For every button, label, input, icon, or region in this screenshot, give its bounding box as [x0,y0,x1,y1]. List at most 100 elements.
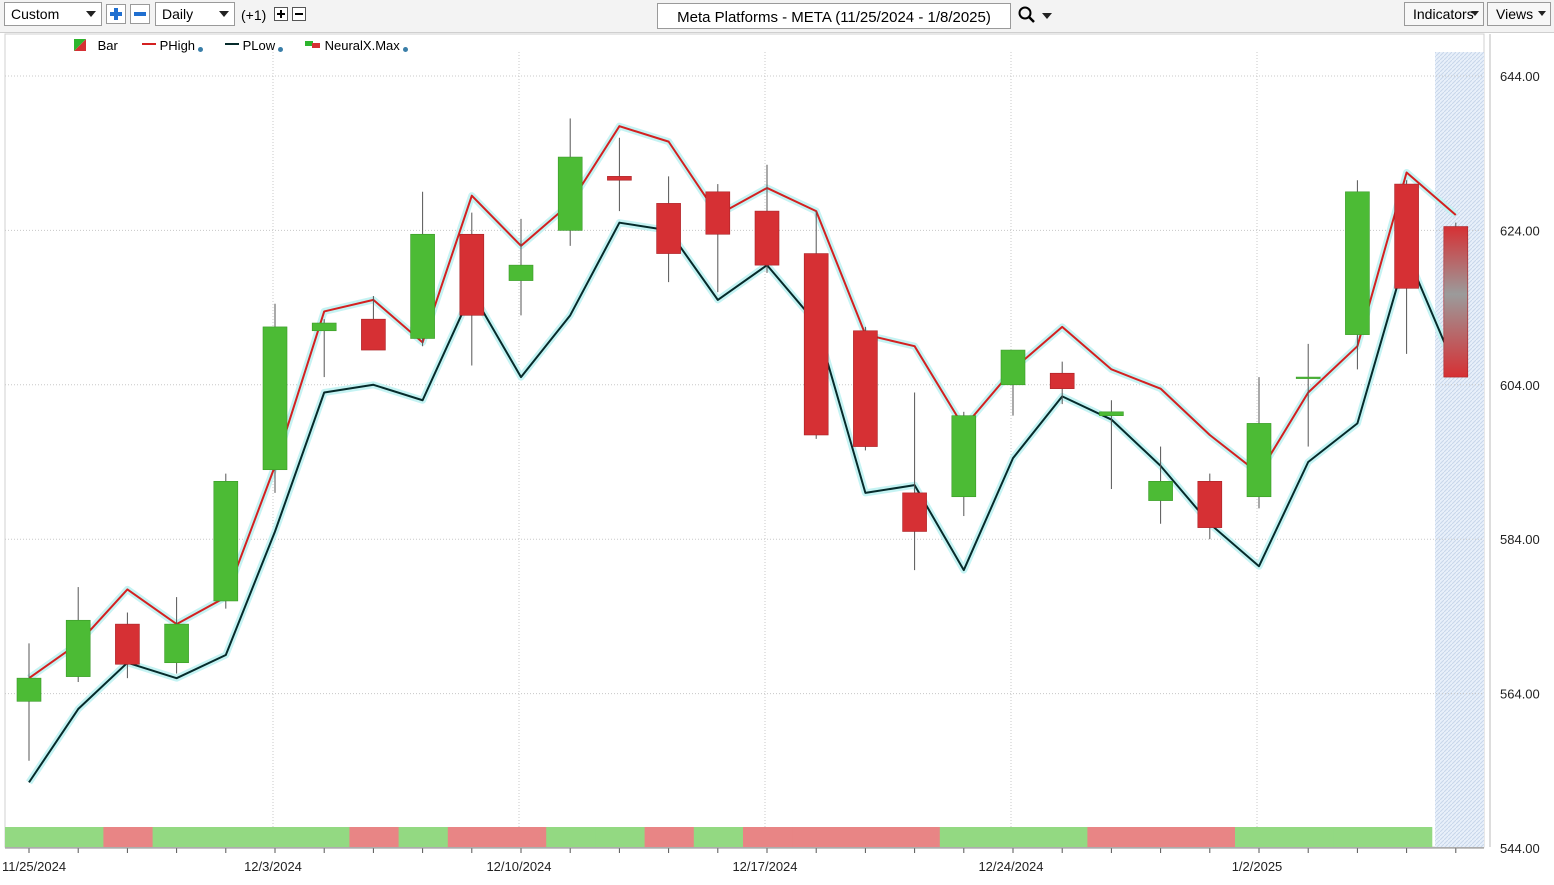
grid [4,33,1485,848]
candle-body [951,415,977,498]
signal-band [251,827,301,847]
chevron-down-icon [1538,11,1546,16]
legend-label: PLow [242,38,276,53]
signal-band [743,827,793,847]
offset-decrease-button[interactable] [292,7,306,21]
candle-body [508,264,534,281]
preset-select[interactable]: Custom [4,2,102,26]
axes: 544.00 564.00 584.00 604.00 624.00 644.00 11/2… [2,34,1540,874]
signal-band [595,827,646,847]
y-tick-label: 544.00 [1500,841,1540,856]
signal-band [890,827,941,847]
toolbar: Custom Daily (+1) Meta Platforms - META … [0,0,1554,33]
y-tick-label: 564.00 [1500,687,1540,702]
settings-dot-icon[interactable] [402,47,408,52]
signal-band [1382,827,1433,847]
forecast-area [1435,52,1484,847]
bar-icon [305,41,320,48]
candle-body [311,322,337,332]
legend-item-neuralx-max[interactable]: NeuralX.Max [305,38,408,53]
signal-band [939,827,990,847]
x-tick-label: 12/24/2024 [978,859,1043,874]
search-icon[interactable] [1015,2,1055,32]
candles [16,118,1469,761]
line-icon [142,43,156,45]
legend-label: PHigh [159,38,196,53]
legend-label: NeuralX.Max [324,38,400,53]
candle-body [361,318,386,351]
signal-band [546,827,596,847]
prediction-lines [26,122,1460,785]
bar-icon [74,39,86,51]
symbol-title-field[interactable]: Meta Platforms - META (11/25/2024 - 1/8/… [657,3,1011,29]
signal-band [152,827,203,847]
candle-body [164,623,189,664]
candle-body [705,191,731,235]
line-icon [225,43,239,45]
legend-item-plow[interactable]: PLow [225,38,284,53]
signal-band [497,827,547,847]
candle-body [459,233,485,316]
candle-body [1099,411,1124,416]
signal-band [1185,827,1236,847]
signal-band [693,827,744,847]
zoom-in-button[interactable] [106,4,126,24]
indicators-label: Indicators [1413,6,1474,22]
x-tick-label: 1/2/2025 [1232,859,1283,874]
zoom-out-button[interactable] [130,4,150,24]
x-tick-label: 11/25/2024 [2,859,66,874]
candle-body [262,326,288,471]
candle-body [410,233,435,339]
candle-body [607,176,632,181]
chevron-down-icon [219,11,229,17]
signal-band [841,827,892,847]
symbol-title: Meta Platforms - META (11/25/2024 - 1/8/… [677,9,991,26]
settings-dot-icon[interactable] [278,47,284,52]
indicators-button[interactable]: Indicators [1404,2,1484,26]
signal-band [1284,827,1334,847]
signal-band [300,827,350,847]
signal-band [1038,827,1088,847]
offset-increase-button[interactable] [274,7,288,21]
candle-body [115,623,140,665]
chevron-down-icon [1471,11,1479,16]
candle-body [754,210,780,266]
candle-body [656,203,681,254]
x-tick-label: 12/17/2024 [732,859,797,874]
candle-body [557,156,583,231]
plow-line [28,221,1457,783]
y-tick-label: 584.00 [1500,532,1540,547]
signal-band [644,827,695,847]
x-tick-label: 12/3/2024 [244,859,302,874]
phigh-line [28,125,1457,679]
legend-item-bar[interactable]: Bar [74,38,118,53]
signal-band [54,827,104,847]
settings-dot-icon[interactable] [198,47,204,52]
candle-body [213,480,239,602]
candle-body [1000,349,1026,386]
phigh-line-glow [26,122,1459,682]
signal-band [792,827,842,847]
views-button[interactable]: Views [1487,2,1551,26]
y-tick-label: 644.00 [1500,69,1540,84]
candle-body [1197,480,1223,528]
signal-band [447,827,498,847]
views-label: Views [1496,6,1534,22]
candle-body [1443,226,1469,378]
candle-body [16,677,42,702]
interval-select[interactable]: Daily [155,2,235,26]
candle-body [1345,191,1370,335]
candle-body [1148,480,1173,501]
candle-body [1246,423,1272,498]
signal-band [349,827,400,847]
legend-label: Bar [97,38,118,53]
signal-band [5,827,55,847]
signal-band [1087,827,1138,847]
signal-band [1136,827,1187,847]
x-tick-label: 12/10/2024 [486,859,551,874]
legend-item-phigh[interactable]: PHigh [142,38,204,53]
y-tick-label: 624.00 [1500,223,1540,238]
candle-body [902,492,927,532]
signal-band [1333,827,1384,847]
